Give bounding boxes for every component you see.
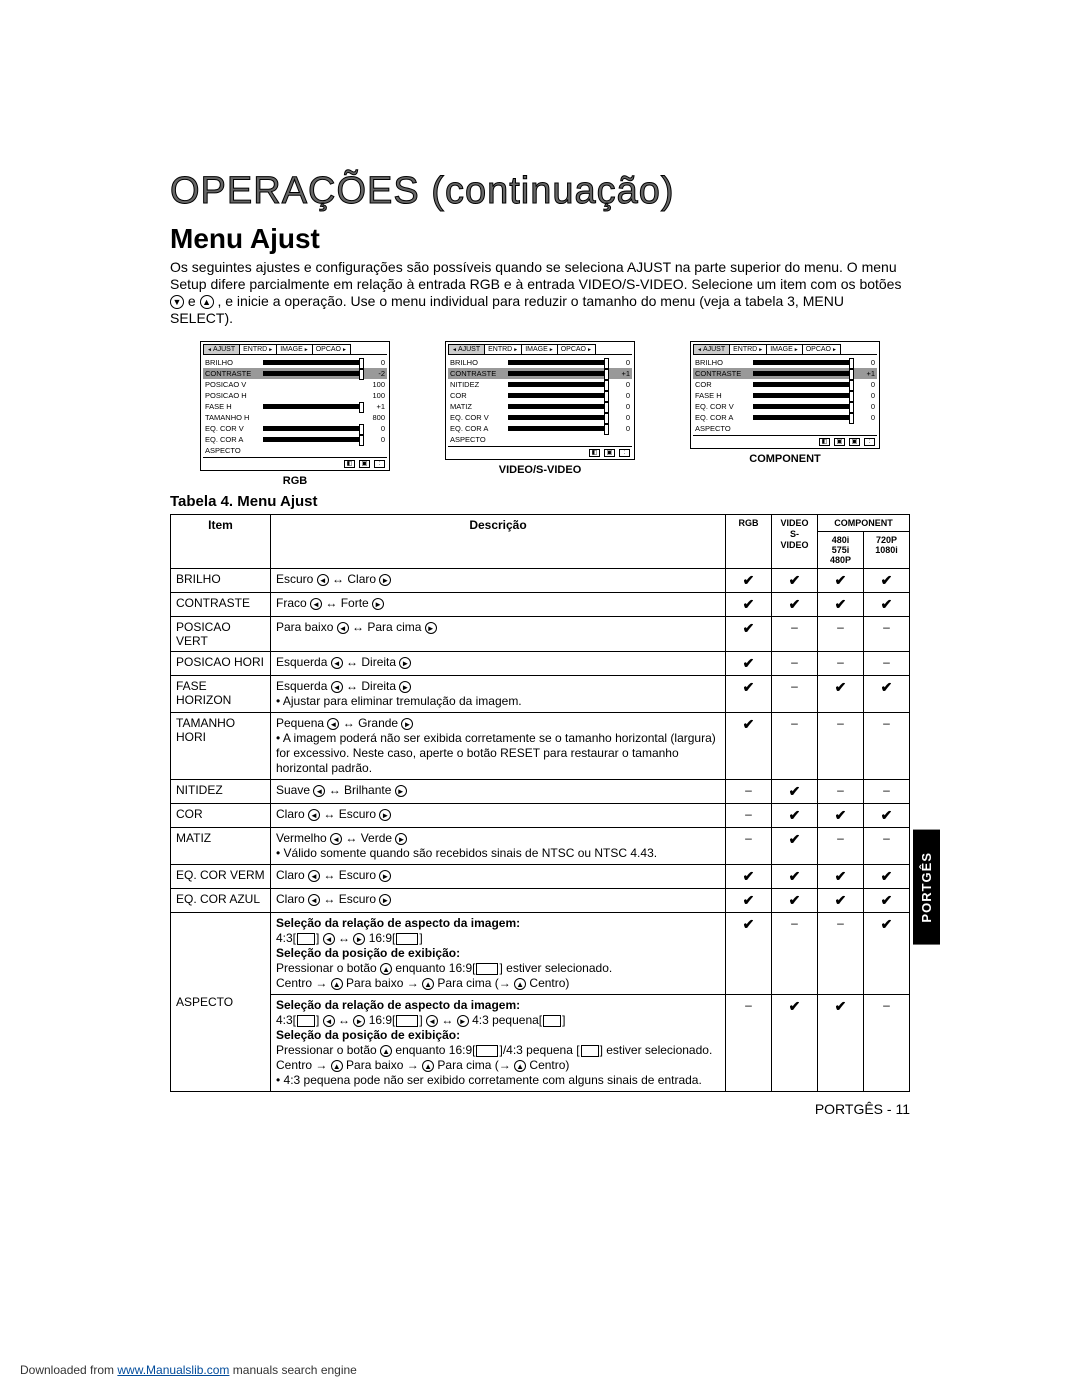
intro-text: Os seguintes ajustes e configurações são… xyxy=(170,259,910,327)
side-tab: PORTGÊS xyxy=(913,830,940,945)
manualslib-link[interactable]: www.Manualslib.com xyxy=(117,1363,229,1377)
mini-rgb: AJUSTENTRDIMAGEOPCAO BRILHO0CONTRASTE-2P… xyxy=(200,341,390,487)
mini-menus: AJUSTENTRDIMAGEOPCAO BRILHO0CONTRASTE-2P… xyxy=(200,341,880,487)
menu-table: Item Descrição RGB VIDEO S-VIDEO COMPONE… xyxy=(170,514,910,1092)
download-footer: Downloaded from www.Manualslib.com manua… xyxy=(20,1363,357,1377)
section-title: Menu Ajust xyxy=(170,223,910,255)
mini-video: AJUSTENTRDIMAGEOPCAO BRILHO0CONTRASTE+1N… xyxy=(445,341,635,487)
page-number: PORTGÊS - 11 xyxy=(815,1101,910,1117)
mini-component: AJUSTENTRDIMAGEOPCAO BRILHO0CONTRASTE+1C… xyxy=(690,341,880,487)
table-title: Tabela 4. Menu Ajust xyxy=(170,493,910,510)
main-title: OPERAÇÕES (continuação) xyxy=(170,170,910,213)
